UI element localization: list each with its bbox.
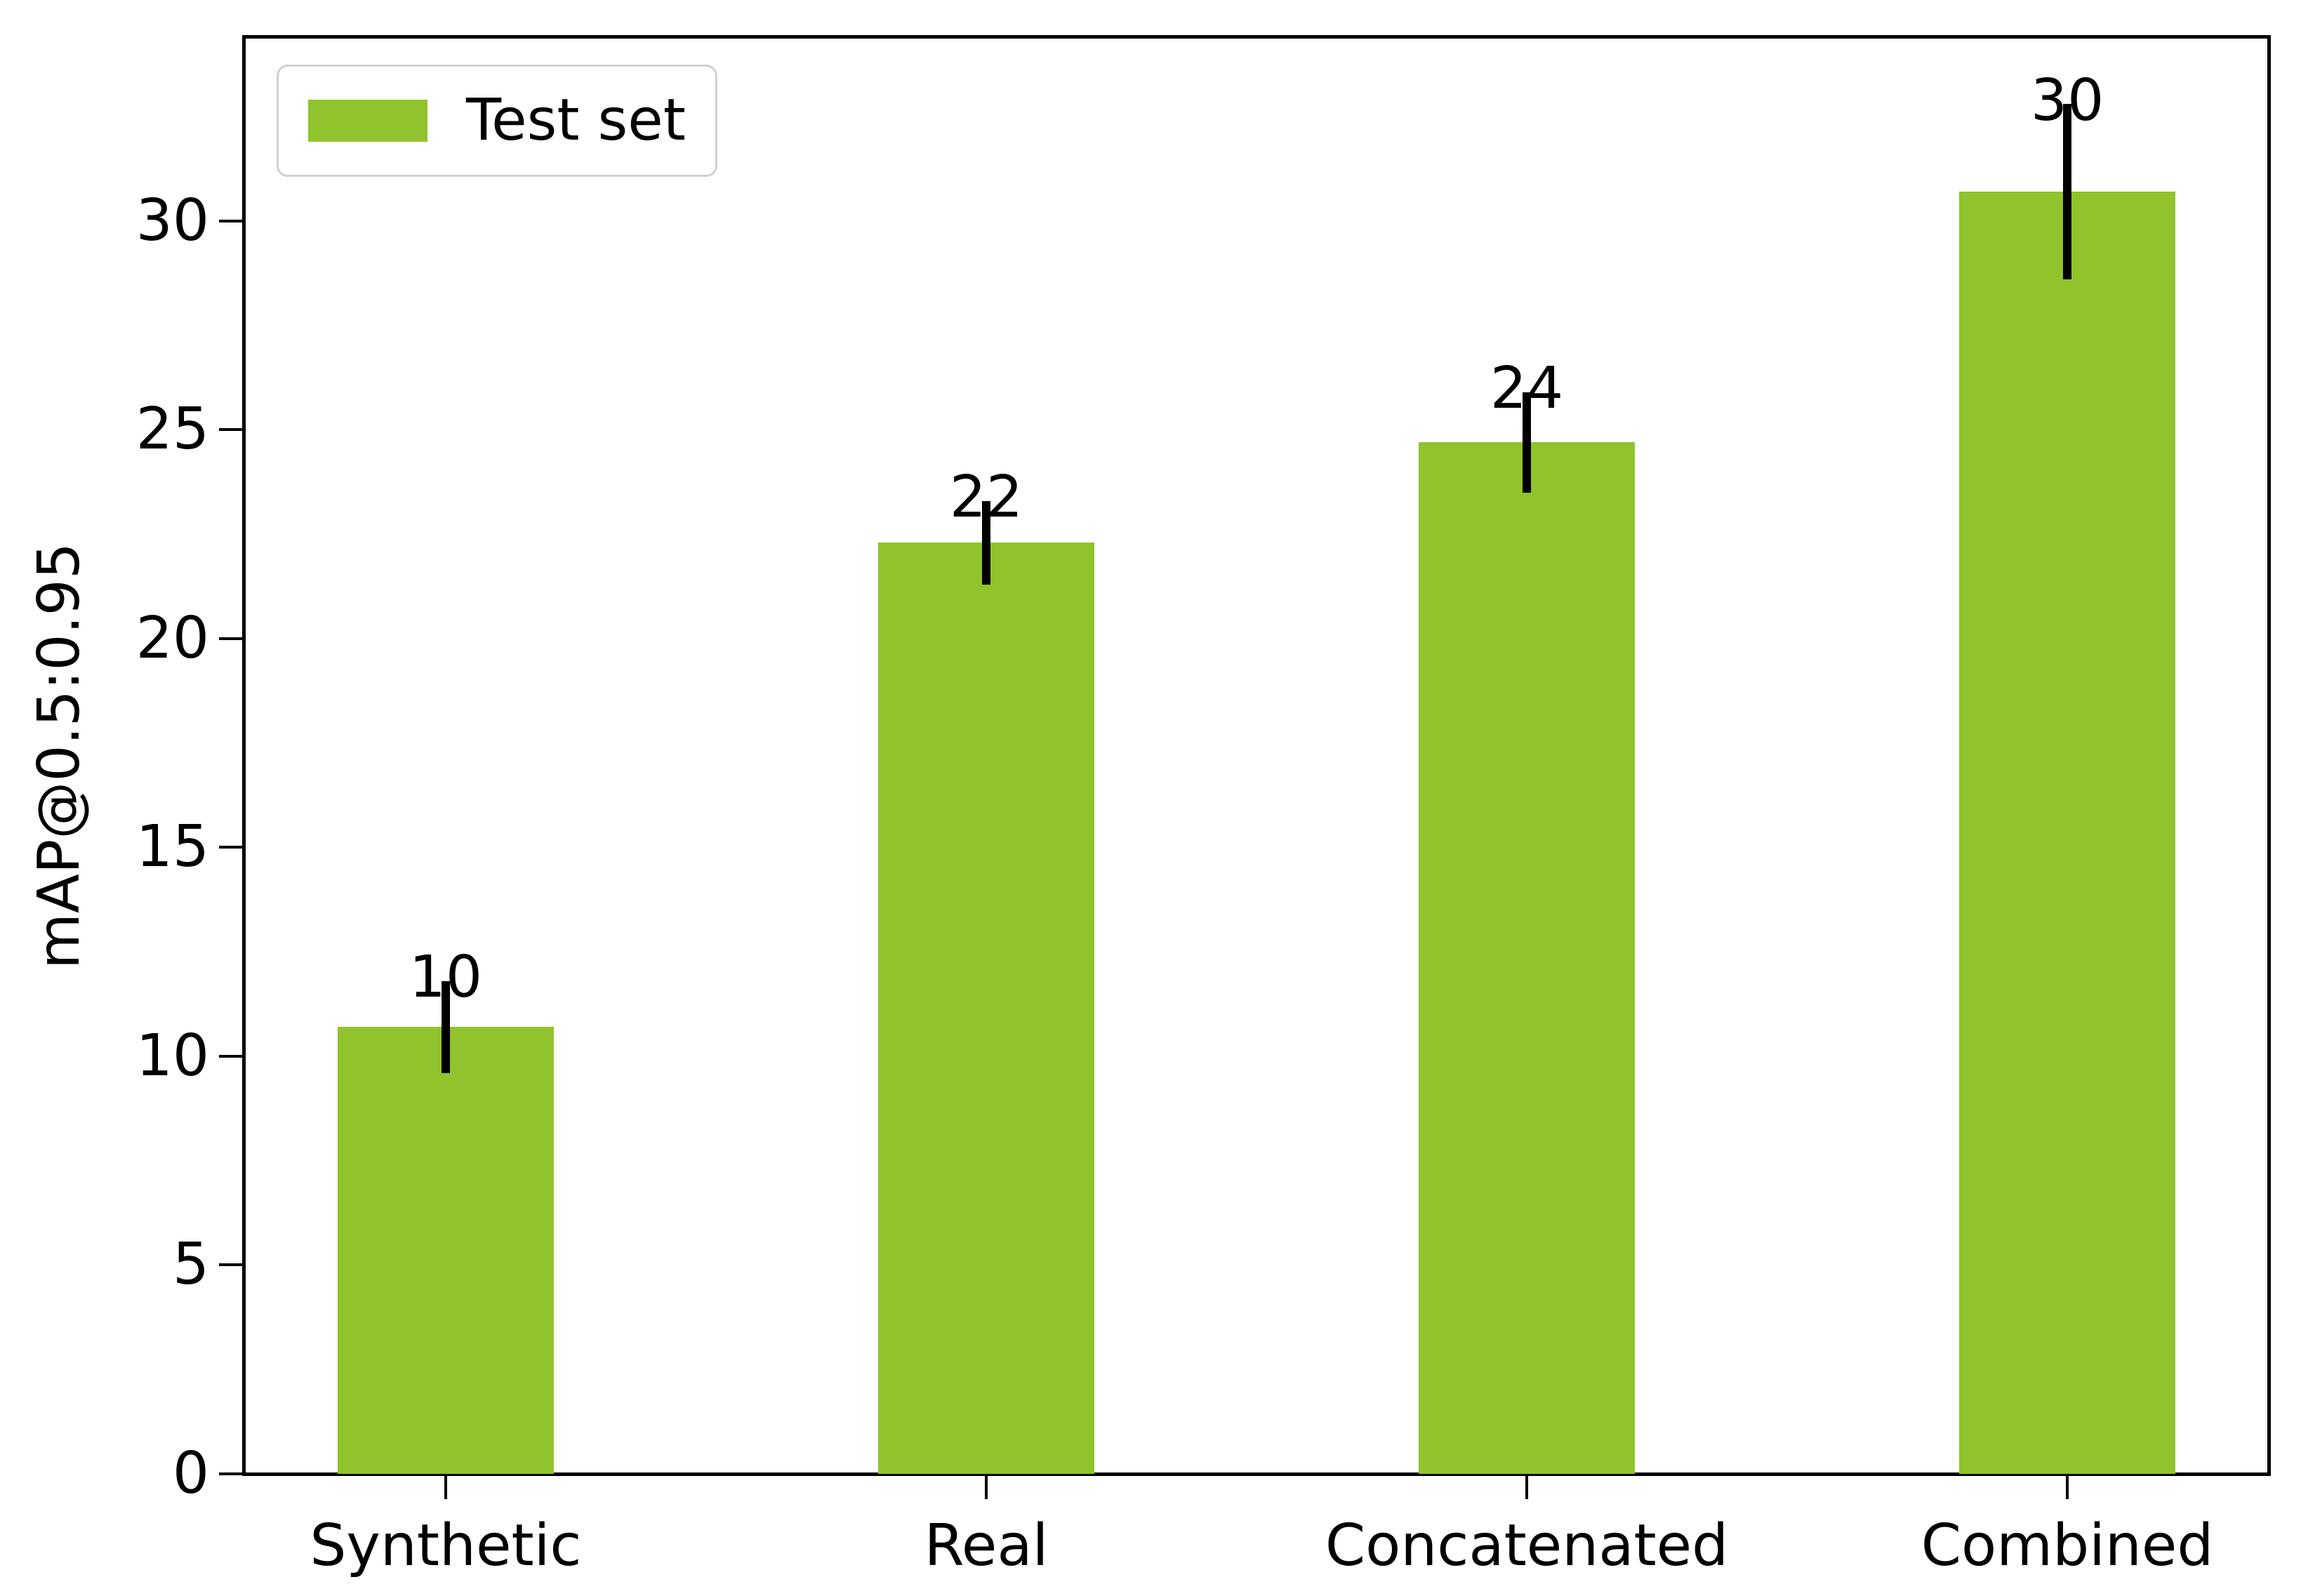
y-tick-label: 30 [135, 187, 209, 254]
y-tick-mark [219, 219, 242, 222]
x-tick-label-real: Real [924, 1512, 1049, 1579]
y-tick-label: 5 [172, 1231, 209, 1298]
y-axis-label: mAP@0.5:0.95 [26, 542, 93, 970]
bar-value-label: 30 [2030, 67, 2104, 134]
y-tick-label: 20 [135, 604, 209, 672]
bar-concatenated [1419, 442, 1636, 1474]
error-bar [1523, 392, 1532, 493]
y-tick-label: 10 [135, 1022, 209, 1089]
x-tick-mark [984, 1476, 988, 1499]
x-tick-mark [444, 1476, 447, 1499]
bar-combined [1959, 192, 2176, 1474]
y-tick-label: 15 [135, 813, 209, 881]
y-tick-mark [219, 1054, 242, 1058]
error-bar [441, 980, 450, 1073]
y-tick-label: 25 [135, 396, 209, 463]
bar-value-label: 10 [409, 944, 483, 1011]
x-tick-mark [1525, 1476, 1529, 1499]
y-tick-mark [219, 1263, 242, 1267]
bar-value-label: 22 [949, 463, 1023, 531]
y-tick-mark [219, 846, 242, 849]
x-tick-mark [2066, 1476, 2069, 1499]
y-tick-mark [219, 637, 242, 640]
legend-label: Test set [466, 87, 686, 154]
x-tick-label-combined: Combined [1921, 1512, 2214, 1579]
y-tick-mark [219, 1472, 242, 1475]
error-bar [2063, 104, 2072, 280]
y-tick-label: 0 [172, 1440, 209, 1507]
bar-value-label: 24 [1490, 355, 1564, 423]
bar-synthetic [337, 1027, 554, 1474]
error-bar [981, 500, 990, 585]
legend-swatch-icon [308, 100, 427, 142]
bar-real [877, 543, 1094, 1474]
legend: Test set [277, 65, 717, 177]
x-tick-label-concatenated: Concatenated [1325, 1512, 1729, 1579]
y-tick-mark [219, 428, 242, 432]
x-tick-label-synthetic: Synthetic [310, 1512, 582, 1579]
plot-area [242, 35, 2271, 1476]
